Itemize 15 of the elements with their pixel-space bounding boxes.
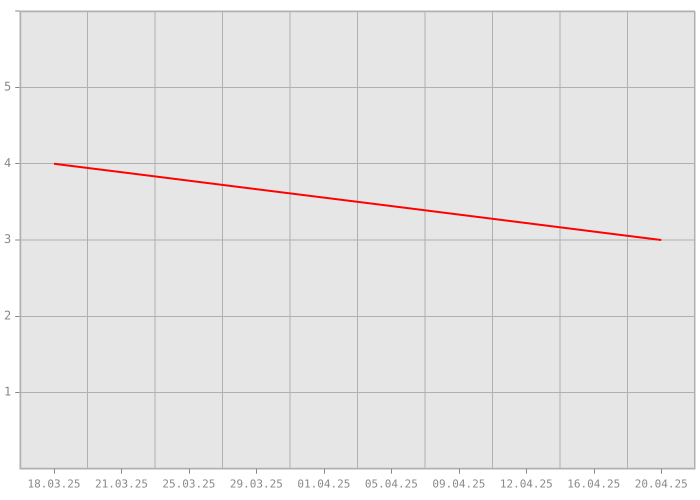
- x-tick-label: 29.03.25: [230, 477, 283, 490]
- x-tick-label: 05.04.25: [364, 477, 418, 490]
- x-tick-label: 21.03.25: [94, 477, 148, 490]
- x-tick-label: 12.04.25: [500, 477, 553, 490]
- x-tick-label: 01.04.25: [297, 477, 350, 490]
- x-tick-label: 20.04.25: [634, 477, 688, 490]
- x-tick-label: 16.04.25: [567, 477, 620, 490]
- y-tick-label: 2: [4, 308, 12, 322]
- x-tick-label: 09.04.25: [432, 477, 486, 490]
- y-tick-label: 4: [4, 156, 12, 170]
- x-tick-label: 18.03.25: [27, 477, 80, 490]
- y-tick-label: 1: [4, 384, 12, 399]
- y-tick-label: 3: [4, 232, 12, 246]
- x-tick-label: 25.03.25: [162, 477, 216, 490]
- y-tick-label: 5: [4, 80, 12, 94]
